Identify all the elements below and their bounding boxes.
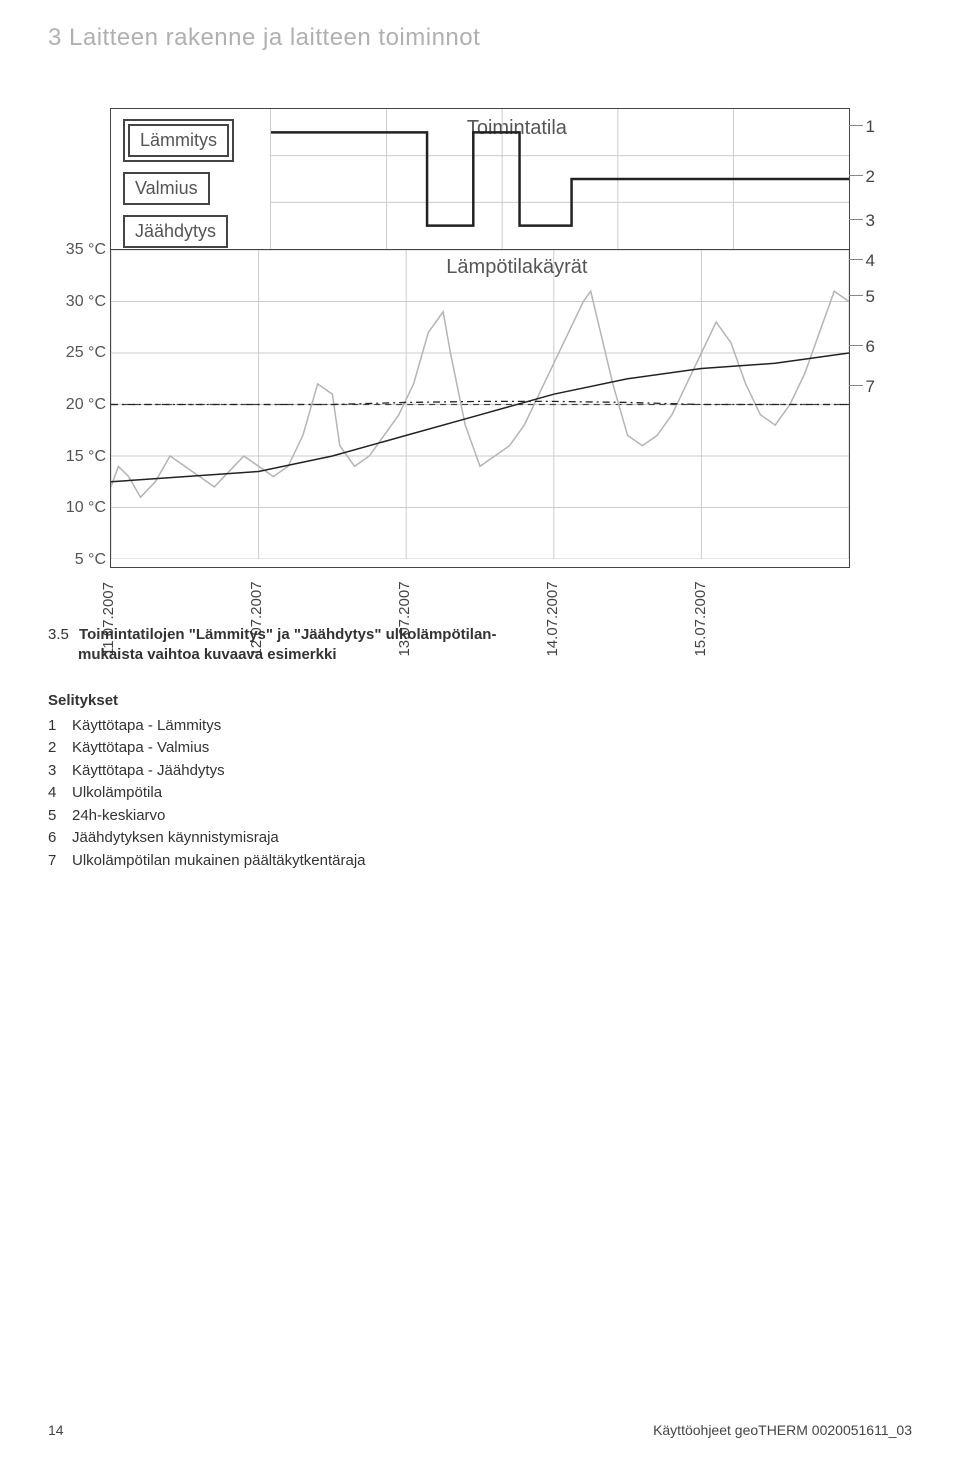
section-header: 3 Laitteen rakenne ja laitteen toiminnot <box>48 24 480 52</box>
y-tick-label: 30 °C <box>66 293 106 311</box>
x-axis-labels: 11.07.200712.07.200713.07.200714.07.2007… <box>111 559 849 619</box>
mode-panel: Lämmitys Valmius Jäähdytys Toimintatila <box>111 109 849 249</box>
y-tick-label: 10 °C <box>66 499 106 517</box>
y-axis-labels: 5 °C10 °C15 °C20 °C25 °C30 °C35 °C <box>51 250 106 559</box>
section-title: Laitteen rakenne ja laitteen toiminnot <box>69 24 480 51</box>
mode-heating: Lämmitys <box>128 124 229 157</box>
temp-chart-title: Lämpötilakäyrät <box>446 256 587 279</box>
caption-number: 3.5 <box>48 626 69 643</box>
y-tick-label: 15 °C <box>66 448 106 466</box>
callout-3: 3 <box>866 211 875 231</box>
legend-text: Käyttötapa - Jäähdytys <box>72 760 225 783</box>
legend-num: 2 <box>48 737 60 760</box>
legend-row: 6 Jäähdytyksen käynnistymisraja <box>48 827 366 850</box>
legend-row: 1 Käyttötapa - Lämmitys <box>48 715 366 738</box>
footer: 14 Käyttöohjeet geoTHERM 0020051611_03 <box>48 1422 912 1438</box>
legend-num: 6 <box>48 827 60 850</box>
legend-num: 4 <box>48 782 60 805</box>
mode-standby: Valmius <box>123 172 210 205</box>
legend-row: 7 Ulkolämpötilan mukainen päältäkytkentär… <box>48 850 366 873</box>
y-tick-label: 5 °C <box>75 551 106 569</box>
legend-text: Käyttötapa - Lämmitys <box>72 715 221 738</box>
caption-text-b: mukaista vaihtoa kuvaava esimerkki <box>78 646 337 663</box>
legend-row: 3 Käyttötapa - Jäähdytys <box>48 760 366 783</box>
mode-cooling: Jäähdytys <box>123 215 228 248</box>
callout-4: 4 <box>866 251 875 271</box>
temp-svg <box>111 250 849 559</box>
chart-container: 1 2 3 4 5 6 7 Lämmitys Valmius Jäähdytys… <box>110 108 850 568</box>
caption-text-a: Toimintatilojen "Lämmitys" ja "Jäähdytys… <box>79 626 496 643</box>
page-number: 14 <box>48 1422 64 1438</box>
legend-text: Ulkolämpötila <box>72 782 162 805</box>
legend-text: Jäähdytyksen käynnistymisraja <box>72 827 279 850</box>
figure-caption: 3.5 Toimintatilojen "Lämmitys" ja "Jäähd… <box>48 625 568 666</box>
legend-num: 3 <box>48 760 60 783</box>
legend-text: 24h-keskiarvo <box>72 805 165 828</box>
legend-row: 2 Käyttötapa - Valmius <box>48 737 366 760</box>
doc-id: Käyttöohjeet geoTHERM 0020051611_03 <box>653 1422 912 1438</box>
mode-graph <box>271 109 849 249</box>
legend-row: 4 Ulkolämpötila <box>48 782 366 805</box>
callout-7: 7 <box>866 377 875 397</box>
legend: Selitykset 1 Käyttötapa - Lämmitys 2 Käyttö… <box>48 690 366 872</box>
callout-1: 1 <box>866 117 875 137</box>
legend-text: Käyttötapa - Valmius <box>72 737 209 760</box>
y-tick-label: 25 °C <box>66 344 106 362</box>
legend-text: Ulkolämpötilan mukainen päältäkytkentära… <box>72 850 366 873</box>
callout-2: 2 <box>866 167 875 187</box>
temp-chart: Lämpötilakäyrät 5 °C10 °C15 °C20 °C25 °C… <box>111 249 849 559</box>
y-tick-label: 35 °C <box>66 241 106 259</box>
legend-num: 5 <box>48 805 60 828</box>
callout-5: 5 <box>866 287 875 307</box>
callout-6: 6 <box>866 337 875 357</box>
legend-num: 7 <box>48 850 60 873</box>
x-tick-label: 15.07.2007 <box>692 581 709 656</box>
legend-num: 1 <box>48 715 60 738</box>
mode-svg <box>271 109 849 249</box>
y-tick-label: 20 °C <box>66 396 106 414</box>
legend-row: 5 24h-keskiarvo <box>48 805 366 828</box>
section-number: 3 <box>48 24 62 51</box>
mode-labels: Lämmitys Valmius Jäähdytys <box>111 109 271 249</box>
legend-title: Selitykset <box>48 690 366 713</box>
